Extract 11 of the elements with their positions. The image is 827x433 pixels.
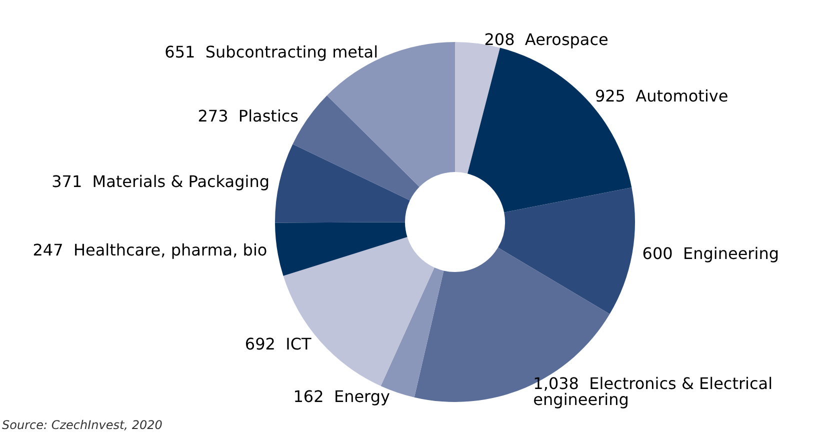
slice-label: 273 Plastics [198,106,299,126]
source-note: Source: CzechInvest, 2020 [2,418,163,432]
slice-label: 162 Energy [293,386,390,406]
slice-label: 247 Healthcare, pharma, bio [32,240,268,260]
slice-label: 600 Engineering [642,244,780,263]
slice-label: 925 Automotive [594,86,728,106]
slice-label: 371 Materials & Packaging [52,172,270,192]
slice-label: 208 Aerospace [484,30,608,49]
slice-label: 1,038 Electronics & Electrical engineering [533,374,778,409]
slice-label: 651 Subcontracting metal [164,42,378,62]
slice-label: 692 ICT [244,334,312,354]
